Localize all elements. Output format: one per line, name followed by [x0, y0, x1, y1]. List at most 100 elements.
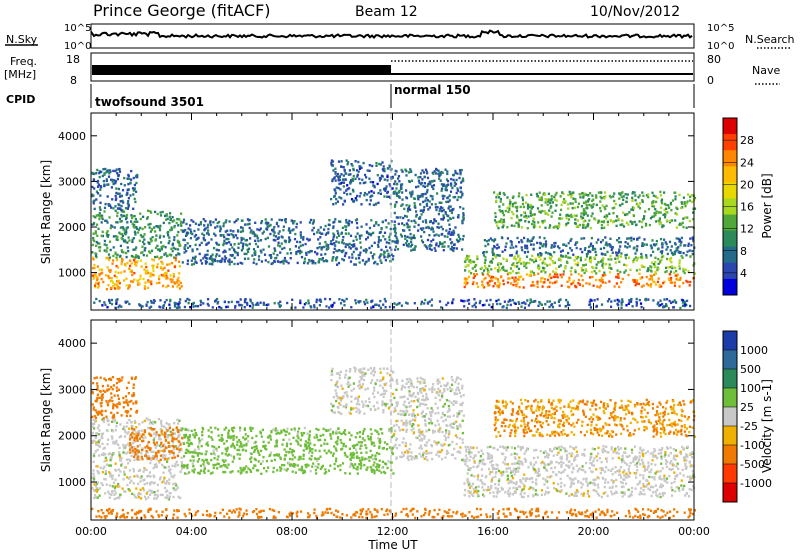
range-gate-cell	[491, 251, 494, 254]
range-gate-cell	[384, 300, 387, 303]
range-gate-cell	[538, 198, 541, 201]
range-gate-cell	[601, 239, 604, 242]
range-gate-cell	[245, 243, 248, 246]
range-gate-cell	[241, 230, 244, 233]
range-gate-cell	[546, 285, 549, 289]
range-gate-cell	[165, 277, 168, 280]
range-gate-cell	[119, 200, 122, 203]
range-gate-cell	[644, 210, 647, 213]
range-gate-cell	[406, 235, 409, 239]
range-gate-cell	[120, 262, 123, 266]
range-gate-cell	[542, 269, 545, 272]
range-gate-cell	[518, 192, 521, 195]
range-gate-cell	[524, 302, 527, 305]
range-gate-cell	[182, 229, 185, 233]
range-gate-cell	[481, 284, 484, 288]
range-gate-cell	[640, 255, 643, 258]
range-gate-cell	[236, 453, 239, 456]
range-gate-cell	[91, 422, 95, 426]
range-gate-cell	[134, 200, 137, 204]
range-gate-cell	[407, 224, 410, 228]
range-gate-cell	[302, 306, 305, 309]
range-gate-cell	[432, 238, 435, 241]
range-gate-cell	[105, 288, 108, 291]
range-gate-cell	[153, 436, 156, 440]
range-gate-cell	[167, 269, 170, 272]
range-gate-cell	[142, 433, 146, 436]
range-gate-cell	[96, 388, 99, 392]
range-gate-cell	[123, 473, 126, 476]
range-gate-cell	[550, 255, 554, 258]
range-gate-cell	[187, 227, 190, 230]
range-gate-cell	[169, 298, 172, 302]
range-gate-cell	[92, 425, 95, 428]
range-gate-cell	[288, 463, 291, 466]
range-gate-cell	[98, 494, 101, 497]
range-gate-cell	[223, 239, 226, 242]
range-gate-cell	[410, 249, 413, 252]
range-gate-cell	[146, 475, 149, 478]
range-gate-cell	[207, 233, 210, 236]
range-gate-cell	[529, 270, 532, 273]
range-gate-cell	[543, 281, 546, 284]
range-gate-cell	[365, 451, 368, 454]
range-gate-cell	[145, 492, 148, 495]
range-gate-cell	[395, 303, 398, 306]
colorbar-tick-label: 24	[740, 156, 754, 169]
range-gate-cell	[101, 304, 104, 307]
range-gate-cell	[369, 428, 372, 431]
range-gate-cell	[674, 198, 677, 201]
range-gate-cell	[108, 203, 111, 206]
range-gate-cell	[225, 439, 228, 443]
range-gate-cell	[125, 277, 128, 280]
range-gate-cell	[456, 189, 459, 192]
range-gate-cell	[466, 277, 469, 281]
range-gate-cell	[210, 430, 213, 434]
range-gate-cell	[166, 263, 169, 266]
range-gate-cell	[603, 197, 606, 200]
range-gate-cell	[121, 257, 124, 260]
range-gate-cell	[440, 201, 443, 204]
range-gate-cell	[170, 228, 173, 231]
range-gate-cell	[553, 242, 556, 245]
range-gate-cell	[121, 258, 124, 262]
range-gate-cell	[185, 233, 188, 236]
range-gate-cell	[149, 493, 152, 496]
range-gate-cell	[118, 304, 121, 307]
range-gate-cell	[454, 169, 457, 173]
range-gate-cell	[452, 229, 455, 232]
range-gate-cell	[393, 192, 396, 195]
range-gate-cell	[100, 432, 103, 436]
range-gate-cell	[513, 224, 516, 228]
range-gate-cell	[222, 234, 225, 237]
range-gate-cell	[638, 207, 642, 210]
range-gate-cell	[249, 457, 252, 461]
range-gate-cell	[93, 263, 96, 267]
range-gate-cell	[495, 199, 498, 203]
range-gate-cell	[262, 248, 265, 251]
range-gate-cell	[100, 434, 103, 437]
range-gate-cell	[532, 243, 535, 246]
range-gate-cell	[538, 246, 541, 250]
range-gate-cell	[124, 233, 127, 236]
range-gate-cell	[616, 239, 619, 242]
range-gate-cell	[159, 224, 162, 228]
range-gate-cell	[529, 209, 532, 213]
range-gate-cell	[525, 255, 529, 258]
range-gate-cell	[468, 275, 471, 278]
range-gate-cell	[338, 249, 341, 252]
range-gate-cell	[105, 231, 108, 235]
range-gate-cell	[398, 189, 401, 193]
range-gate-cell	[386, 179, 389, 182]
range-gate-cell	[135, 254, 138, 257]
range-gate-cell	[348, 187, 351, 190]
range-gate-cell	[370, 244, 373, 248]
range-gate-cell	[572, 197, 575, 200]
range-gate-cell	[453, 243, 456, 246]
range-gate-cell	[255, 262, 258, 266]
range-gate-cell	[421, 169, 424, 172]
range-gate-cell	[120, 305, 123, 308]
range-gate-cell	[412, 248, 415, 251]
range-gate-cell	[582, 201, 585, 204]
range-gate-cell	[336, 229, 339, 233]
